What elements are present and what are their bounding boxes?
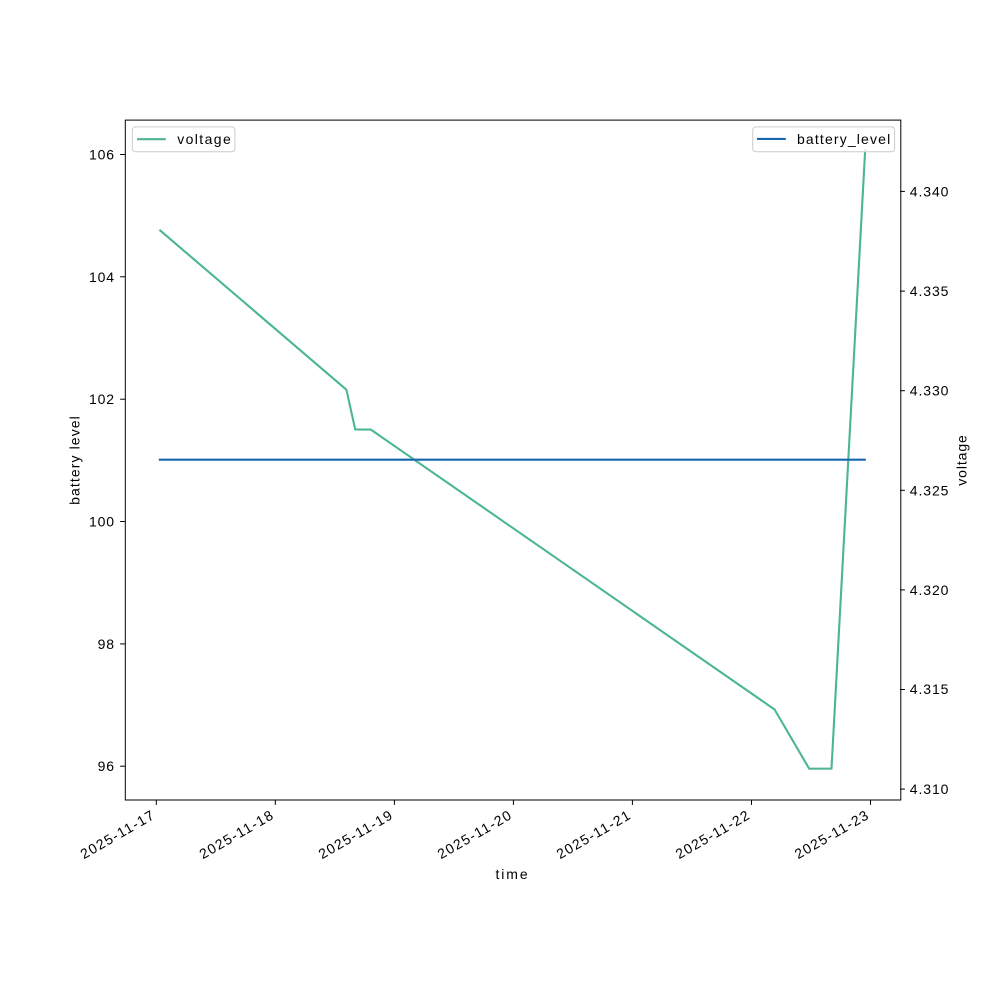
svg-text:battery level: battery level: [66, 415, 82, 505]
svg-text:4.330: 4.330: [910, 383, 950, 399]
svg-text:96: 96: [98, 758, 115, 774]
svg-text:98: 98: [98, 636, 115, 652]
svg-text:4.310: 4.310: [910, 781, 950, 797]
svg-text:voltage: voltage: [177, 131, 232, 147]
svg-text:104: 104: [89, 269, 115, 285]
svg-text:4.335: 4.335: [910, 283, 950, 299]
svg-text:4.320: 4.320: [910, 582, 950, 598]
svg-text:time: time: [495, 866, 529, 882]
svg-text:4.340: 4.340: [910, 183, 950, 199]
svg-text:battery_level: battery_level: [797, 131, 891, 147]
svg-text:4.325: 4.325: [910, 482, 950, 498]
svg-text:4.315: 4.315: [910, 681, 950, 697]
svg-text:102: 102: [89, 391, 115, 407]
svg-text:106: 106: [89, 147, 115, 163]
svg-text:voltage: voltage: [954, 434, 970, 485]
svg-text:100: 100: [89, 514, 115, 530]
